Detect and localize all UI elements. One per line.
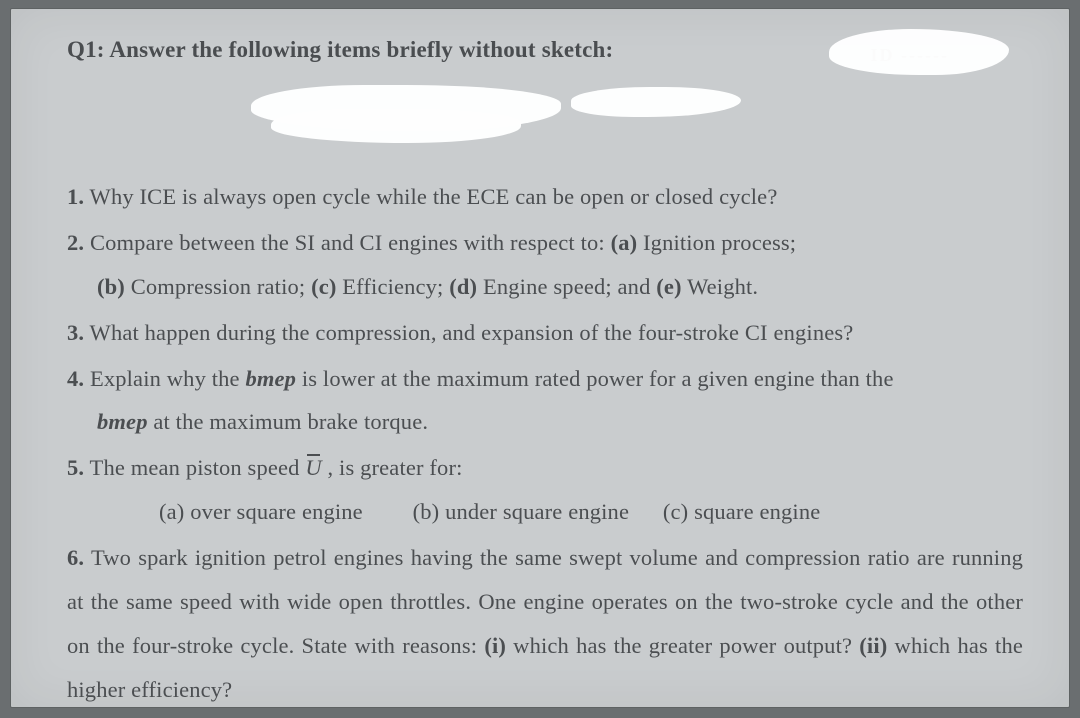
option-c: (c) square engine — [635, 490, 820, 534]
item-number: 5. — [67, 455, 84, 480]
whiteout-mark — [829, 29, 1009, 75]
options-row: (a) over square engine (b) under square … — [67, 490, 1023, 534]
item-text: Engine speed; and — [477, 274, 656, 299]
list-item: 1. Why ICE is always open cycle while th… — [67, 175, 1023, 219]
item-continuation: bmep at the maximum brake torque. — [67, 400, 1023, 444]
item-text: Explain why the — [84, 366, 245, 391]
item-text: Compression ratio; — [125, 274, 311, 299]
overbar-symbol: U — [305, 455, 321, 480]
option-label: (i) — [484, 633, 506, 658]
list-item: 6. Two spark ignition petrol engines hav… — [67, 536, 1023, 712]
option-b: (b) under square engine — [369, 490, 630, 534]
item-number: 1. — [67, 184, 84, 209]
item-continuation: (b) Compression ratio; (c) Efficiency; (… — [67, 265, 1023, 309]
whiteout-mark — [571, 87, 741, 117]
item-text: Efficiency; — [337, 274, 450, 299]
option-label: (b) — [97, 274, 125, 299]
item-number: 4. — [67, 366, 84, 391]
option-label: (d) — [449, 274, 477, 299]
option-label: (ii) — [859, 633, 887, 658]
question-list: 1. Why ICE is always open cycle while th… — [67, 175, 1023, 712]
whiteout-mark — [271, 109, 521, 143]
list-item: 2. Compare between the SI and CI engines… — [67, 221, 1023, 309]
item-text: is lower at the maximum rated power for … — [296, 366, 894, 391]
list-item: 5. The mean piston speed U , is greater … — [67, 446, 1023, 534]
item-text: Ignition process; — [637, 230, 796, 255]
item-text: What happen during the compression, and … — [84, 320, 853, 345]
list-item: 3. What happen during the compression, a… — [67, 311, 1023, 355]
item-text: The mean piston speed — [84, 455, 305, 480]
italic-term: bmep — [245, 366, 296, 391]
option-a: (a) over square engine — [67, 490, 363, 534]
option-label: (c) — [311, 274, 336, 299]
option-label: (a) — [611, 230, 638, 255]
document-page: Q1: Answer the following items briefly w… — [10, 8, 1070, 708]
item-number: 3. — [67, 320, 84, 345]
italic-term: bmep — [97, 409, 148, 434]
item-text: Weight. — [682, 274, 758, 299]
item-number: 2. — [67, 230, 84, 255]
item-number: 6. — [67, 545, 84, 570]
list-item: 4. Explain why the bmep is lower at the … — [67, 357, 1023, 445]
item-text: Why ICE is always open cycle while the E… — [84, 184, 777, 209]
option-label: (e) — [656, 274, 681, 299]
item-text: , is greater for: — [322, 455, 463, 480]
item-text: which has the greater power output? — [506, 633, 859, 658]
item-text: Compare between the SI and CI engines wi… — [84, 230, 610, 255]
item-text: at the maximum brake torque. — [148, 409, 429, 434]
